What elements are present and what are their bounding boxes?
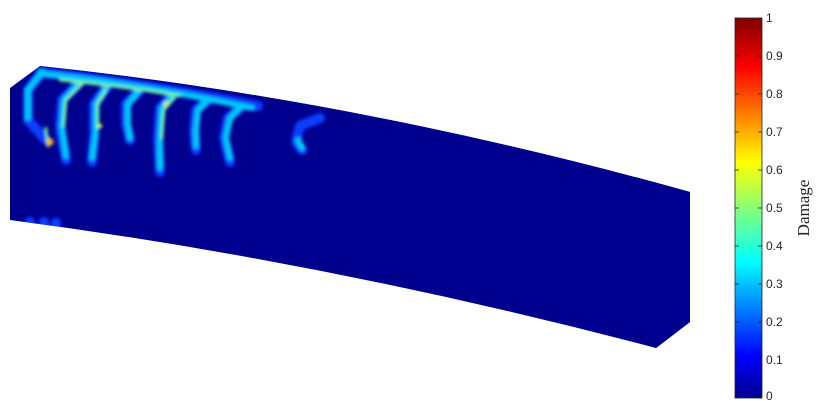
colorbar-tick-label: 0 bbox=[766, 389, 773, 401]
colorbar-tick-label: 0.2 bbox=[766, 315, 783, 329]
colorbar-tick-label: 0.6 bbox=[766, 163, 783, 177]
crack-peak bbox=[163, 101, 169, 107]
colorbar-tick-label: 0.1 bbox=[766, 353, 783, 367]
crack-peak bbox=[46, 138, 54, 146]
colorbar-tick-label: 0.7 bbox=[766, 125, 783, 139]
colorbar-tick-label: 0.3 bbox=[766, 277, 783, 291]
colorbar-ramp bbox=[734, 17, 763, 399]
crack-peak bbox=[97, 123, 103, 129]
colorbar-tick-label: 0.5 bbox=[766, 201, 783, 215]
colorbar-tick-label: 0.8 bbox=[766, 87, 783, 101]
colorbar-tick-label: 0.4 bbox=[766, 239, 783, 253]
colorbar-ticks: 0 0.1 0.2 0.3 0.4 0.5 0.6 0.7 0.8 0.9 1 bbox=[735, 11, 783, 401]
colorbar-tick-label: 0.9 bbox=[766, 49, 783, 63]
beam-body bbox=[10, 66, 690, 348]
crack-mid bbox=[25, 69, 305, 171]
colorbar: 0 0.1 0.2 0.3 0.4 0.5 0.6 0.7 0.8 0.9 1 Damage bbox=[734, 11, 813, 401]
colorbar-tick-label: 1 bbox=[766, 11, 773, 25]
colorbar-label: Damage bbox=[794, 180, 813, 237]
damage-cracks bbox=[23, 67, 325, 237]
